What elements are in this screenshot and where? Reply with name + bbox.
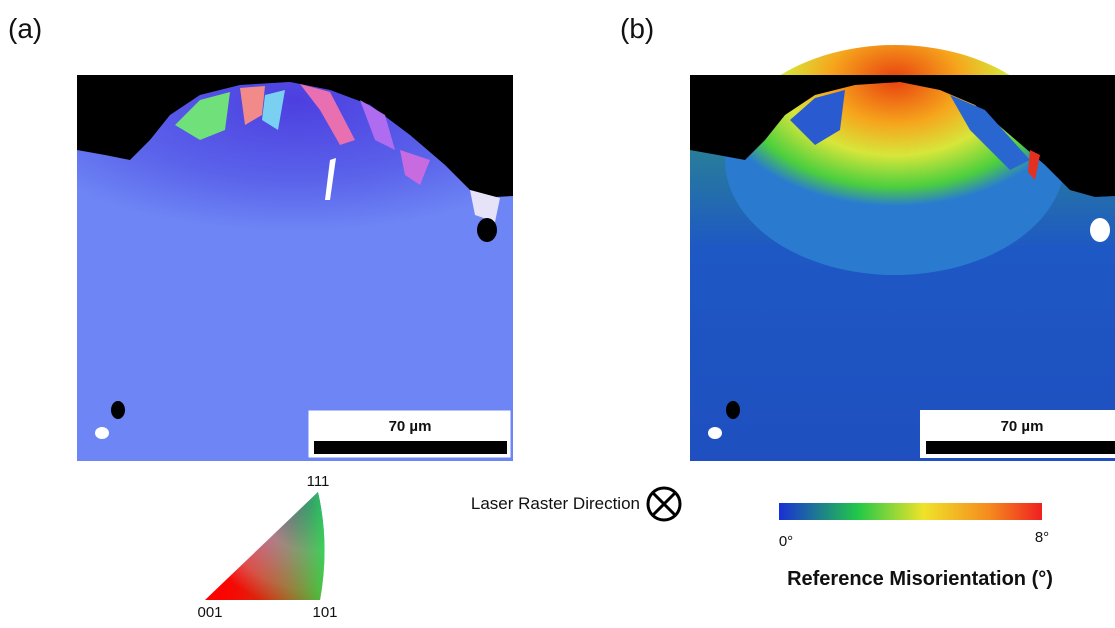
misorientation-map: 70 µm bbox=[690, 45, 1115, 461]
colorbar-max: 8° bbox=[1035, 529, 1049, 546]
ipf-label: 111 bbox=[307, 473, 330, 490]
colorbar-title: Reference Misorientation (°) bbox=[787, 568, 1053, 590]
into-page-symbol bbox=[648, 488, 680, 520]
page: (a) (b) 70 µm 70 µm bbox=[0, 0, 1115, 628]
ipf-label: 001 bbox=[197, 604, 222, 621]
figure: (a) (b) 70 µm 70 µm bbox=[0, 0, 1115, 628]
colorbar bbox=[779, 503, 1042, 520]
colorbar-min: 0° bbox=[779, 533, 793, 550]
panel-label: (a) bbox=[8, 13, 42, 44]
panel-label: (b) bbox=[620, 13, 654, 44]
ipf-key: 111 001 101 bbox=[197, 473, 337, 621]
ipf-map: 70 µm bbox=[77, 75, 513, 461]
direction-label: Laser Raster Direction bbox=[471, 494, 640, 513]
ipf-label: 101 bbox=[312, 604, 337, 621]
scale-bar-label: 70 µm bbox=[1001, 418, 1044, 435]
scale-bar-label: 70 µm bbox=[389, 418, 432, 435]
